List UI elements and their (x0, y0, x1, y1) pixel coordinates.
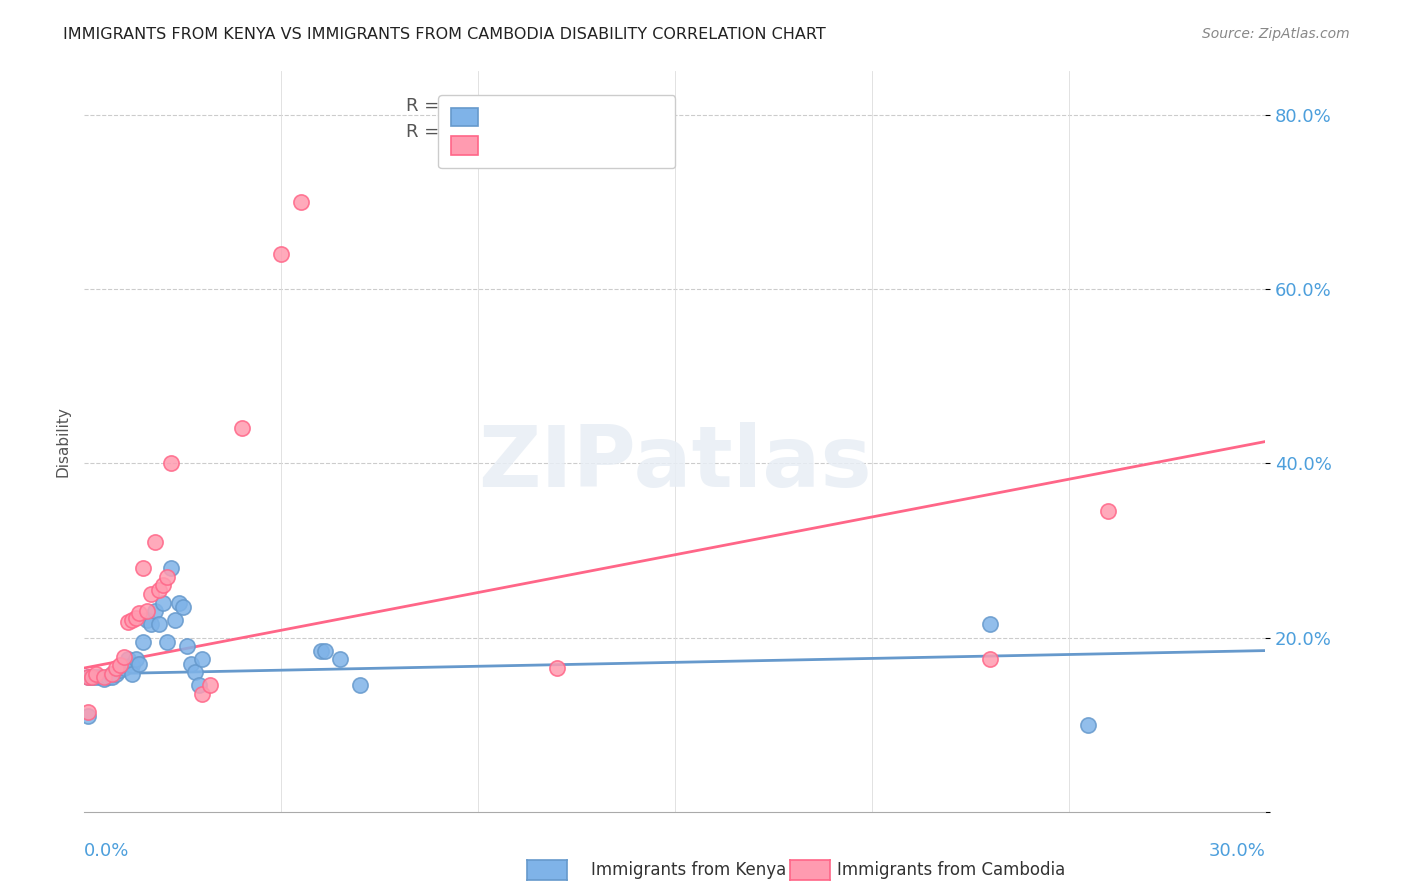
Text: IMMIGRANTS FROM KENYA VS IMMIGRANTS FROM CAMBODIA DISABILITY CORRELATION CHART: IMMIGRANTS FROM KENYA VS IMMIGRANTS FROM… (63, 27, 825, 42)
Point (82, 670, 104, 684)
Point (117, 615, 139, 629)
Point (108, 658, 131, 673)
Point (191, 687, 214, 701)
Legend: R = 0.105   N = 39, R = 0.421   N = 29: R = 0.105 N = 39, R = 0.421 N = 29 (439, 95, 675, 169)
Text: N =: N = (486, 122, 543, 141)
Point (191, 652, 214, 666)
Text: Source: ZipAtlas.com: Source: ZipAtlas.com (1202, 27, 1350, 41)
Point (187, 678, 209, 692)
Point (231, 421, 253, 435)
Point (1077, 717, 1099, 731)
Point (163, 613, 186, 627)
Point (200, 678, 222, 692)
Point (349, 678, 371, 692)
Point (82, 670, 104, 684)
Point (156, 635, 179, 649)
Point (314, 643, 336, 657)
Point (108, 663, 131, 677)
Point (128, 606, 150, 620)
Point (141, 617, 163, 632)
Point (112, 649, 135, 664)
Point (121, 613, 143, 627)
Point (309, 643, 332, 657)
Text: 39: 39 (538, 97, 562, 115)
Point (979, 617, 1001, 632)
Point (117, 652, 139, 666)
Point (136, 613, 159, 627)
Point (180, 657, 202, 671)
Point (121, 667, 143, 681)
Point (77, 705, 100, 719)
Point (89, 670, 111, 684)
Point (152, 578, 174, 592)
Point (84, 667, 107, 681)
Point (101, 667, 124, 681)
Text: 30.0%: 30.0% (1209, 842, 1265, 860)
Point (128, 657, 150, 671)
Point (112, 661, 135, 675)
Point (97, 670, 120, 684)
Point (160, 456, 183, 470)
Point (183, 665, 205, 680)
Text: R =: R = (405, 122, 444, 141)
Point (136, 604, 159, 618)
Point (93, 670, 115, 684)
Point (77, 670, 100, 684)
Text: Immigrants from Cambodia: Immigrants from Cambodia (837, 861, 1064, 879)
Point (104, 661, 127, 675)
Point (329, 652, 352, 666)
Text: Immigrants from Kenya: Immigrants from Kenya (591, 861, 786, 879)
Point (1097, 504, 1119, 518)
Text: R =: R = (405, 97, 444, 115)
Text: 0.105: 0.105 (443, 97, 494, 115)
Point (124, 611, 146, 625)
Point (979, 652, 1001, 666)
Point (124, 652, 146, 666)
Point (546, 661, 568, 675)
Point (148, 617, 170, 632)
Point (143, 604, 166, 618)
Text: N =: N = (486, 97, 543, 115)
Text: 0.0%: 0.0% (84, 842, 129, 860)
Point (121, 658, 143, 673)
Point (270, 247, 292, 261)
Point (132, 635, 155, 649)
Point (152, 596, 174, 610)
Point (84, 670, 107, 684)
Point (148, 582, 170, 597)
Text: ZIPatlas: ZIPatlas (478, 422, 872, 505)
Point (132, 561, 155, 575)
Text: 0.421: 0.421 (443, 122, 494, 141)
Point (156, 569, 179, 583)
Point (167, 596, 190, 610)
Point (290, 194, 312, 209)
Point (143, 534, 166, 549)
Y-axis label: Disability: Disability (55, 406, 70, 477)
Point (141, 587, 163, 601)
Point (77, 670, 100, 684)
Point (93, 673, 115, 687)
Text: 29: 29 (538, 122, 562, 141)
Point (104, 667, 127, 681)
Point (172, 600, 194, 615)
Point (77, 709, 100, 723)
Point (101, 667, 124, 681)
Point (176, 639, 198, 653)
Point (101, 670, 124, 684)
Point (160, 561, 183, 575)
